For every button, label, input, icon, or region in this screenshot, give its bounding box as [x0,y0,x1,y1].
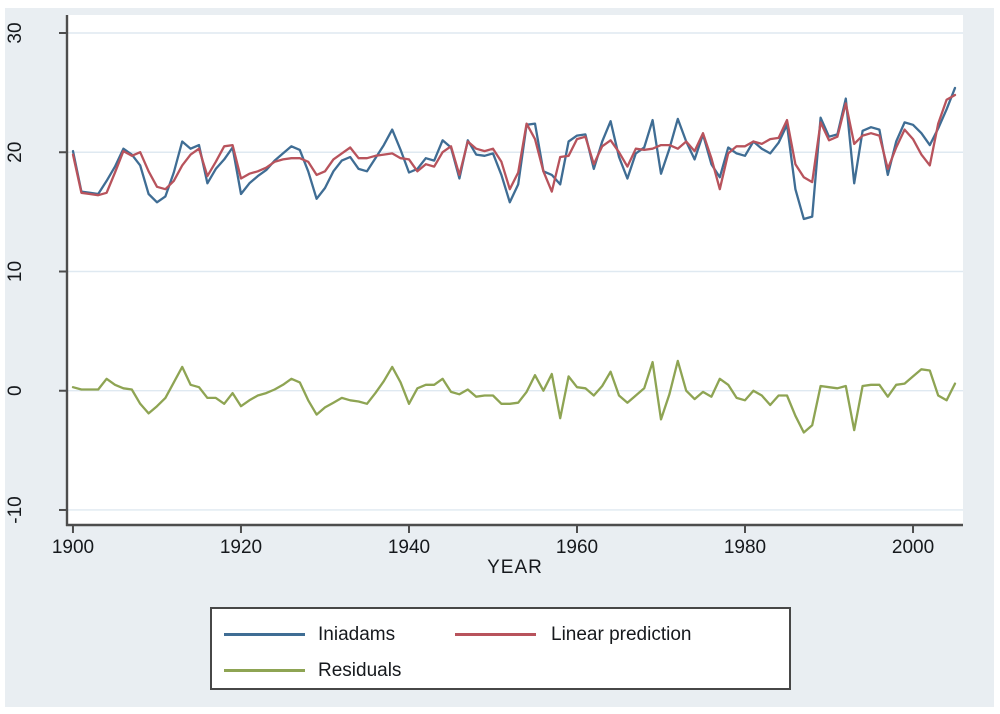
y-tick-label: -10 [5,496,26,523]
series-line-iniadams [71,86,957,221]
legend-label-iniadams: Iniadams [318,624,396,645]
legend-swatch-residuals [224,669,305,672]
x-tick-label: 1980 [724,537,766,558]
legend-label-residuals: Residuals [318,660,402,681]
x-tick-label: 2000 [892,537,934,558]
series-line-residuals [71,359,957,434]
x-axis-title: YEAR [487,557,543,578]
y-tick-label: 20 [5,142,26,163]
legend-label-linear-prediction: Linear prediction [551,624,692,645]
y-tick-label: 10 [5,261,26,282]
series-line-linear-prediction [71,93,957,197]
y-tick-label: 30 [5,22,26,43]
x-tick-label: 1900 [52,537,94,558]
legend-box: Iniadams Linear prediction Residuals [210,607,791,690]
x-tick-label: 1960 [556,537,598,558]
legend-swatch-linear-prediction [455,633,536,636]
plot-area [67,15,963,525]
legend-swatch-iniadams [224,633,305,636]
x-tick-label: 1940 [388,537,430,558]
x-tick-label: 1920 [220,537,262,558]
y-tick-label: 0 [5,385,26,396]
